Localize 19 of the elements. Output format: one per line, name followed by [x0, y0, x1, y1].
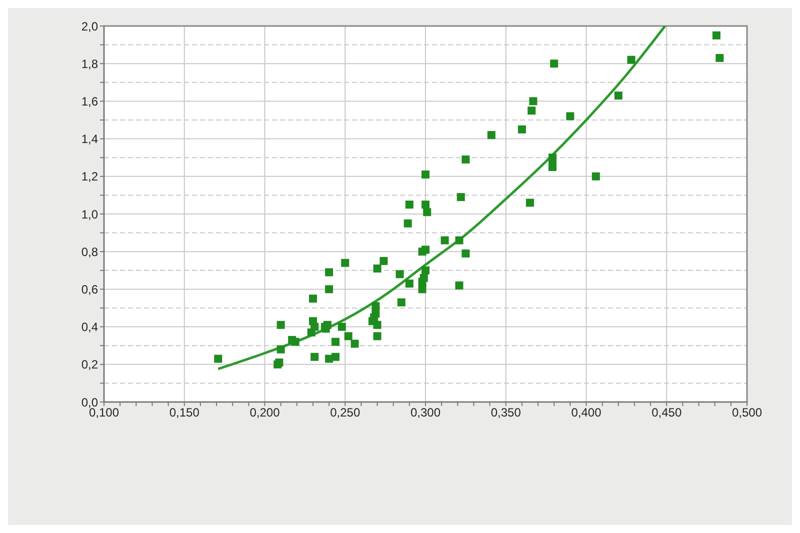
y-tick-label: 0,2 [81, 358, 98, 372]
x-tick-label: 0,400 [571, 406, 602, 420]
y-tick-label: 1,6 [81, 94, 98, 108]
y-tick-label: 0,4 [81, 320, 98, 334]
x-tick-label: 0,300 [410, 406, 441, 420]
y-tick-label: 1,8 [81, 56, 98, 71]
x-tick-label: 0,350 [490, 406, 522, 420]
y-tick-label: 0,6 [81, 282, 98, 296]
y-tick-label: 0,8 [81, 244, 98, 259]
x-tick-label: 0,450 [652, 406, 682, 420]
y-tick-label: 2,0 [81, 19, 98, 34]
x-tick-label: 0,200 [250, 406, 280, 420]
y-tick-label: 0,0 [81, 395, 98, 410]
y-tick-label: 1,2 [81, 170, 98, 184]
x-tick-label: 0,150 [169, 406, 200, 420]
x-tick-label: 0,500 [732, 406, 762, 420]
y-tick-label: 1,4 [81, 132, 98, 146]
y-tick-label: 1,0 [81, 207, 98, 222]
x-tick-label: 0,250 [330, 406, 360, 420]
